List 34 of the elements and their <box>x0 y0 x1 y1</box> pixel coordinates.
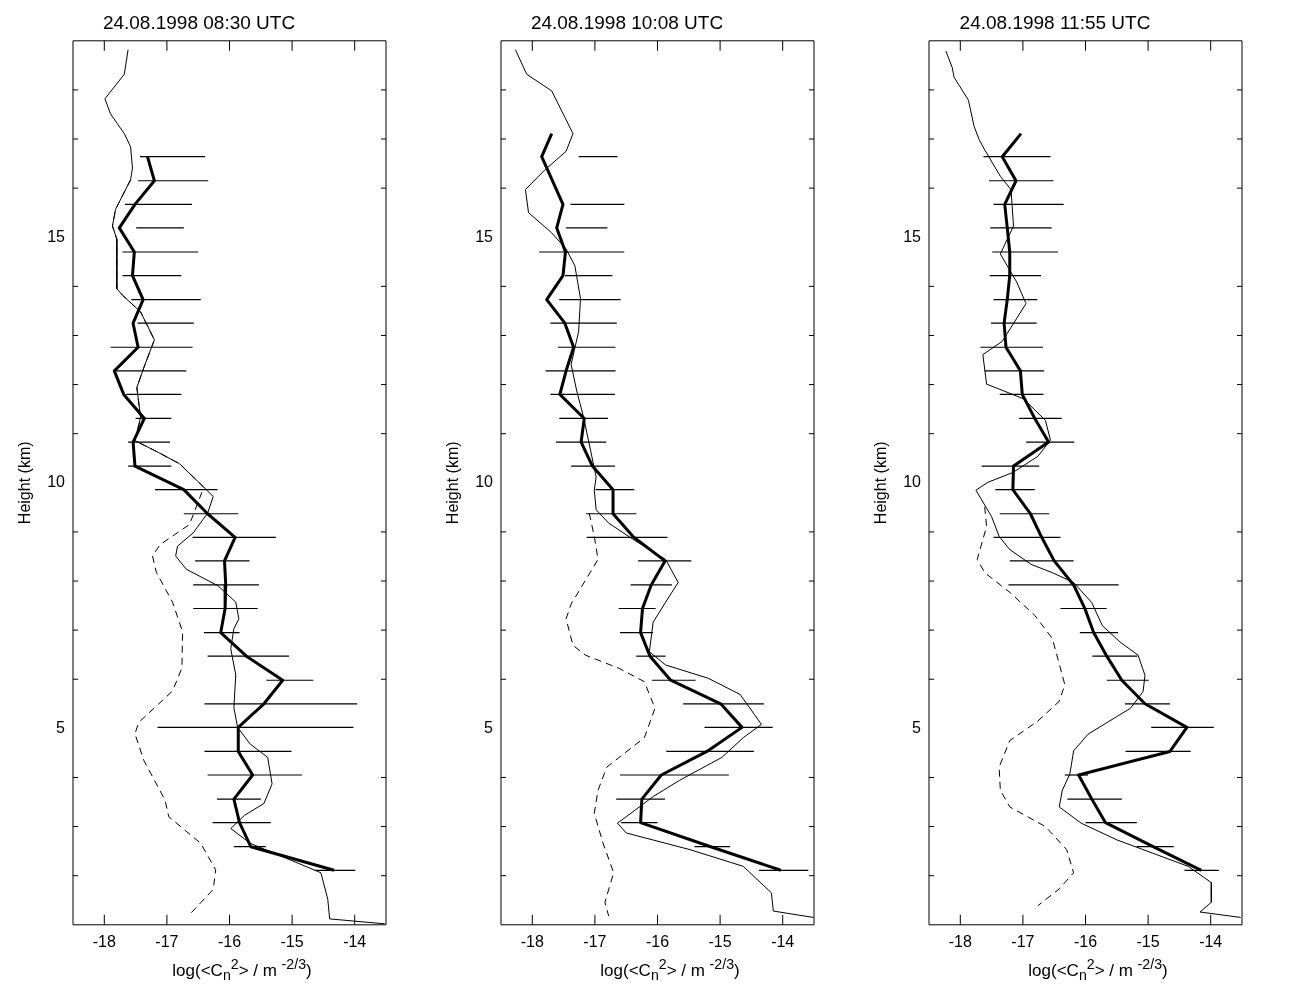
x-tick-label: -15 <box>1136 932 1160 950</box>
x-axis-title: log(<C$_{n}$$^{2}$> / m $^{-2/3}$) <box>171 956 312 984</box>
x-tick-label: -17 <box>1011 932 1035 950</box>
x-tick-label: -17 <box>583 932 607 950</box>
x-tick-label: -14 <box>1199 932 1223 950</box>
y-tick-label: 15 <box>47 227 66 245</box>
x-tick-label: -16 <box>1073 932 1098 950</box>
line-series <box>976 506 1075 907</box>
y-tick-label: 5 <box>912 718 922 736</box>
chart-title: 24.08.1998 10:08 UTC <box>530 11 724 33</box>
x-axis-title: log(<C$_{n}$$^{2}$> / m $^{-2/3}$) <box>1027 956 1168 984</box>
y-axis-title: Height (km) <box>16 441 34 525</box>
x-tick-label: -16 <box>645 932 670 950</box>
x-tick-label: -18 <box>520 932 544 950</box>
x-tick-label: -14 <box>343 932 367 950</box>
y-tick-label: 15 <box>475 227 494 245</box>
y-tick-label: 10 <box>903 473 922 491</box>
y-tick-label: 10 <box>475 473 494 491</box>
chart-title: 24.08.1998 11:55 UTC <box>959 11 1151 33</box>
y-tick-label: 5 <box>484 718 494 736</box>
x-tick-label: -18 <box>92 932 116 950</box>
y-tick-label: 5 <box>56 718 66 736</box>
x-tick-label: -14 <box>771 932 795 950</box>
chart-title: 24.08.1998 08:30 UTC <box>102 11 296 33</box>
x-tick-label: -15 <box>280 932 304 950</box>
y-tick-label: 10 <box>47 473 66 491</box>
x-tick-label: -16 <box>217 932 242 950</box>
x-tick-label: -17 <box>155 932 179 950</box>
x-tick-label: -18 <box>948 932 972 950</box>
x-tick-label: -15 <box>708 932 732 950</box>
y-axis-title: Height (km) <box>872 441 890 525</box>
y-tick-label: 15 <box>903 227 922 245</box>
y-axis-title: Height (km) <box>444 441 462 525</box>
x-axis-title: log(<C$_{n}$$^{2}$> / m $^{-2/3}$) <box>599 956 740 984</box>
